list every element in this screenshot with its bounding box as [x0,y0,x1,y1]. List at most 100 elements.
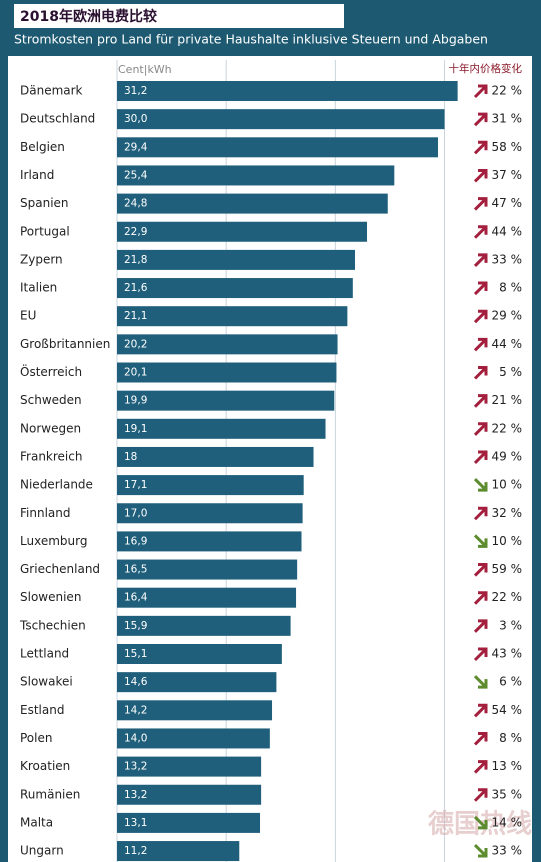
bar [117,672,277,693]
bar [117,700,273,721]
bar [117,390,335,411]
change-label: 5 % [499,365,522,379]
category-label: Finnland [20,506,70,520]
value-label: 13,2 [124,761,147,773]
value-label: 21,6 [124,282,148,294]
value-label: 15,9 [124,620,147,632]
change-label: 58 % [492,140,523,154]
bar [117,193,388,214]
category-label: Niederlande [20,478,93,492]
value-label: 13,2 [124,789,147,801]
arrow-up [473,337,488,352]
change-label: 47 % [492,196,523,210]
value-label: 24,8 [124,198,147,210]
value-label: 16,9 [124,535,147,547]
change-label: 49 % [492,449,523,463]
change-label: 3 % [499,618,522,632]
category-label: Polen [20,731,52,745]
arrow-up [473,422,488,436]
category-label: Dänemark [20,84,83,98]
arrow-up [473,760,488,774]
arrow-up [473,619,488,633]
category-label: Tschechien [19,618,86,632]
value-label: 11,2 [124,845,147,857]
arrow-down [473,534,488,548]
category-label: Norwegen [20,421,81,435]
change-label: 32 % [492,506,523,520]
bar [117,503,303,524]
change-label: 21 % [492,393,523,407]
arrow-up [473,703,488,718]
bar [117,644,282,664]
arrow-up [473,591,488,605]
bar [117,812,261,833]
value-label: 17,1 [124,479,147,491]
arrow-up [473,253,488,267]
value-label: 29,4 [124,141,148,153]
bar [117,221,368,242]
category-label: Frankreich [20,449,82,463]
chart-subtitle: Stromkosten pro Land für private Haushal… [14,32,488,47]
category-label: Estland [20,703,64,717]
change-label: 54 % [492,703,523,717]
arrow-down [473,815,488,830]
arrow-up [473,394,488,408]
arrow-up [473,197,488,211]
arrow-up [473,647,488,662]
chart-title: 2018年欧洲电费比较 [20,8,157,25]
category-label: Portugal [20,224,70,238]
category-label: Österreich [20,363,82,379]
arrow-up [473,731,488,746]
category-label: Lettland [20,647,69,661]
bar [117,446,314,467]
value-label: 17,0 [124,507,147,519]
watermark: 德国热线 [428,810,532,840]
bar [117,418,326,439]
category-label: Malta [20,815,53,829]
change-label: 22 % [492,84,523,98]
category-label: Belgien [20,140,65,154]
change-label: 59 % [492,562,523,576]
value-label: 30,0 [124,113,147,125]
bar [117,334,338,355]
bar [117,756,262,777]
value-label: 25,4 [124,169,148,181]
category-label: Ungarn [20,844,64,858]
change-title: 十年内价格变化 [449,62,523,75]
axis-label: Cent|kWh [118,63,172,76]
value-label: 16,4 [124,592,148,604]
arrow-up [473,309,488,324]
bar [117,249,356,270]
arrow-down [473,843,488,858]
category-label: Irland [20,168,54,182]
category-label: Slowenien [20,590,81,604]
category-label: Luxemburg [20,534,87,548]
value-label: 31,2 [124,85,147,97]
change-label: 10 % [492,534,523,548]
category-label: Spanien [20,196,69,210]
value-label: 15,1 [124,648,147,660]
value-label: 14,0 [124,732,147,744]
arrow-up [473,366,488,380]
bar [117,81,458,101]
change-label: 8 % [499,731,522,745]
category-label: Kroatien [20,759,70,773]
category-label: Italien [20,281,57,295]
arrow-down [473,478,488,492]
value-label: 20,1 [124,367,147,379]
change-label: 6 % [499,675,522,689]
change-label: 44 % [492,224,523,238]
category-label: Slowakei [20,675,73,689]
bar [117,306,348,327]
arrow-up [473,84,488,99]
bar [117,841,240,862]
change-label: 14 % [492,815,523,829]
value-label: 14,2 [124,704,147,716]
category-label: Zypern [20,252,63,266]
change-label: 43 % [492,647,523,661]
change-label: 33 % [492,252,523,266]
change-label: 29 % [492,309,523,323]
category-label: Griechenland [20,562,100,576]
arrow-up [473,788,488,802]
change-label: 22 % [492,590,523,604]
